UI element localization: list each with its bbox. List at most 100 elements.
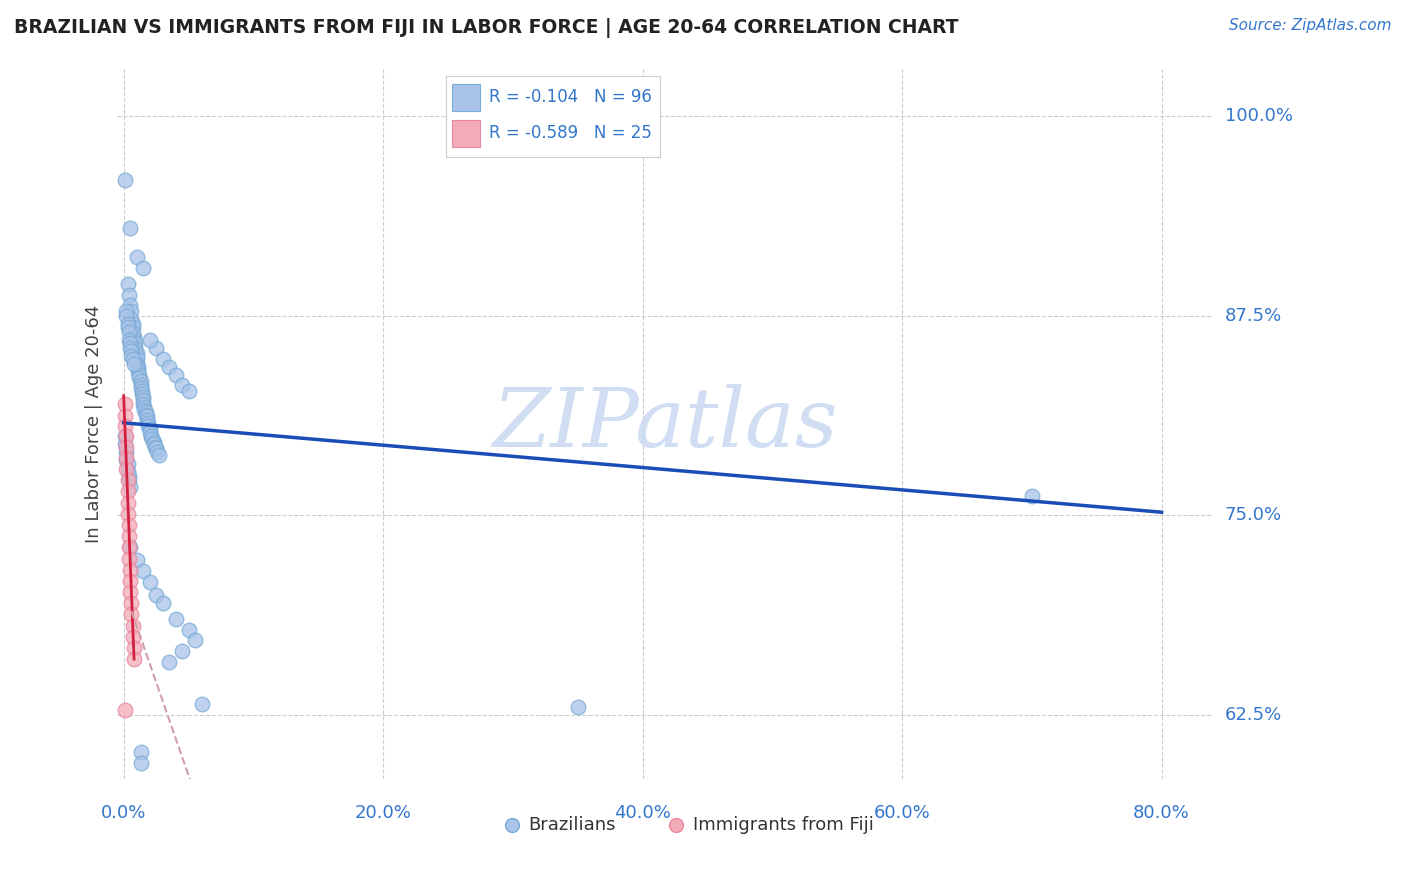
Point [129,745,152,759]
Text: 0.0%: 0.0% [101,804,146,822]
Point [114,428,136,442]
Point [145,341,167,355]
Point [120,480,142,494]
Point [177,384,200,398]
Point [132,397,155,411]
Text: Source: ZipAtlas.com: Source: ZipAtlas.com [1229,18,1392,33]
Point [143,440,166,454]
Y-axis label: In Labor Force | Age 20-64: In Labor Force | Age 20-64 [86,304,103,542]
Point [134,400,156,414]
Point [122,640,145,655]
Point [122,333,145,347]
Point [121,320,143,334]
Point [115,440,138,454]
Point [114,419,136,434]
Text: 75.0%: 75.0% [1225,507,1282,524]
Text: 20.0%: 20.0% [354,804,412,822]
Point [118,468,141,483]
Point [141,432,163,446]
Point [165,612,187,626]
Point [114,703,136,717]
Point [138,425,160,440]
Point [121,326,143,341]
Point [142,435,165,450]
Point [146,444,169,458]
Text: 62.5%: 62.5% [1225,706,1282,724]
Point [120,574,142,588]
Point [118,288,141,302]
Point [115,450,138,465]
Point [129,756,152,770]
Point [114,397,136,411]
Point [118,325,141,339]
Point [132,564,155,578]
Point [120,596,142,610]
Point [118,333,141,347]
Point [120,221,142,235]
Point [120,585,142,599]
Point [114,173,136,187]
Point [114,436,136,450]
Point [122,652,145,666]
Point [118,473,141,487]
Point [127,359,149,374]
Point [121,630,143,644]
Text: 40.0%: 40.0% [614,804,671,822]
Point [124,341,146,355]
Point [120,344,142,359]
Point [136,419,159,434]
Text: BRAZILIAN VS IMMIGRANTS FROM FIJI IN LABOR FORCE | AGE 20-64 CORRELATION CHART: BRAZILIAN VS IMMIGRANTS FROM FIJI IN LAB… [14,18,959,37]
Point [117,495,139,509]
Point [117,473,139,487]
Point [128,371,150,385]
Text: 60.0%: 60.0% [873,804,931,822]
Text: 100.0%: 100.0% [1225,107,1292,126]
Point [135,405,157,419]
Point [567,700,589,714]
Point [120,336,142,351]
Point [120,298,142,312]
Point [152,596,174,610]
Point [125,345,148,359]
Point [157,359,180,374]
Point [120,563,142,577]
Point [120,541,142,555]
Point [117,458,139,472]
Point [121,317,143,331]
Point [115,309,138,323]
Point [184,632,207,647]
Point [1021,489,1043,503]
Point [118,541,141,555]
Point [125,357,148,371]
Point [165,368,187,382]
Point [148,448,170,462]
Point [117,277,139,291]
Point [152,351,174,366]
Point [127,361,149,376]
Point [115,304,138,318]
Point [139,428,162,442]
Point [190,697,212,711]
Point [114,409,136,424]
Text: Immigrants from Fiji: Immigrants from Fiji [693,816,873,834]
Point [157,655,180,669]
Point [132,393,155,408]
Point [145,588,167,602]
Point [136,416,159,430]
Point [134,403,156,417]
Point [129,381,152,395]
Point [127,365,149,379]
Point [132,260,155,275]
Point [121,618,143,632]
Point [117,464,139,478]
Point [117,317,139,331]
Point [131,387,153,401]
Point [115,452,138,467]
Point [177,624,200,638]
Point [138,333,160,347]
Point [115,462,138,476]
Point [129,377,152,392]
Point [120,341,142,355]
Point [170,377,193,392]
Point [136,409,159,424]
